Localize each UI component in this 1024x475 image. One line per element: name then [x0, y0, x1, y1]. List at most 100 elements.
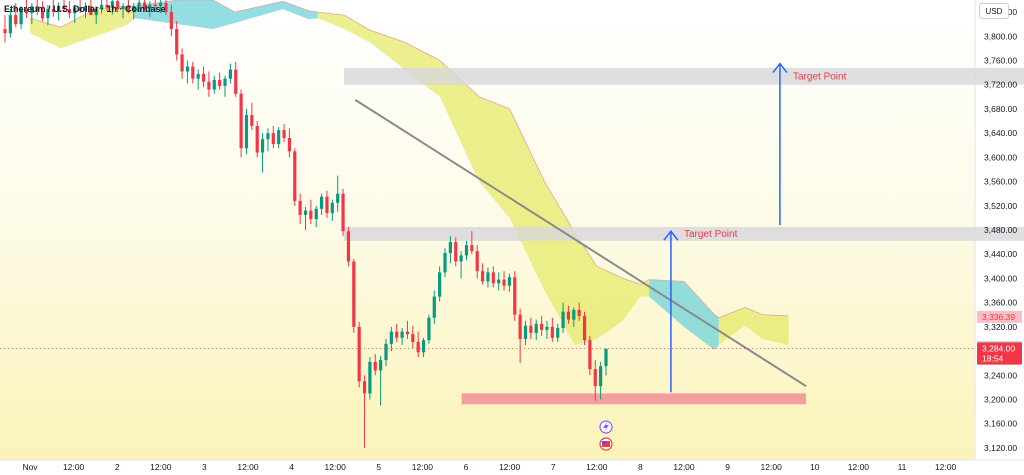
candle-body	[201, 73, 206, 82]
cloud-edge	[404, 42, 441, 61]
currency-button[interactable]: USD	[979, 3, 1009, 19]
candle-body	[534, 323, 538, 333]
candle-body	[497, 279, 501, 284]
cloud-edge	[134, 0, 179, 7]
descending-trendline	[354, 99, 807, 388]
candle-body	[121, 6, 125, 10]
candle-body	[523, 325, 528, 339]
price-tick-label: 3,760.00	[984, 56, 1017, 66]
candle-body	[94, 9, 98, 16]
candle-body	[475, 251, 479, 272]
candle-body	[24, 9, 29, 14]
cloud-segment	[684, 281, 715, 350]
candle-body	[325, 196, 329, 214]
price-label-badge	[977, 310, 1022, 323]
candle-body	[459, 255, 463, 262]
candle-body	[427, 317, 431, 341]
time-tick-label: 10	[810, 462, 820, 472]
cloud-edge	[640, 279, 650, 285]
price-label-value: 3,336.39	[982, 312, 1015, 322]
candle-body	[14, 15, 18, 25]
candle-body	[83, 6, 88, 11]
price-tick-label: 3,320.00	[984, 322, 1017, 332]
candle-body	[239, 93, 243, 149]
price-tick-label: 3,480.00	[984, 225, 1017, 235]
resistance-zone-lower	[343, 226, 1024, 241]
price-tick-label: 3,600.00	[984, 152, 1017, 162]
candle-body	[464, 245, 469, 256]
candle-body	[185, 66, 190, 72]
cloud-edge	[622, 278, 641, 285]
candle-body	[8, 15, 12, 34]
candle-body	[234, 69, 238, 94]
candle-body	[137, 2, 141, 7]
cloud-segment	[714, 314, 719, 350]
cloud-segment	[762, 314, 789, 345]
cloud-edge	[308, 10, 318, 13]
event-icons[interactable]	[599, 420, 613, 451]
cloud-edge	[596, 265, 624, 279]
candle-body	[196, 73, 200, 79]
target-arrow-head	[663, 229, 679, 241]
candle-body	[132, 6, 136, 11]
flag-canton-icon	[602, 441, 606, 444]
cloud-segment	[370, 30, 405, 70]
candle-body	[352, 261, 356, 327]
candle-body	[540, 323, 544, 330]
candle-body	[110, 1, 114, 8]
candle-body	[513, 277, 517, 315]
cloud-segment	[575, 233, 597, 345]
candle-body	[309, 210, 313, 220]
cloud-segment	[479, 96, 510, 218]
candle-body	[126, 6, 131, 11]
time-tick-label: 12:00	[499, 462, 521, 472]
time-tick-label: 12:00	[412, 462, 434, 472]
time-tick-label: 12:00	[237, 462, 259, 472]
candle-body	[159, 3, 163, 7]
price-tick-label: 3,120.00	[984, 443, 1017, 453]
arrows-layer	[663, 62, 788, 393]
candle-body	[405, 331, 410, 335]
candle-body	[303, 210, 308, 215]
candle-body	[556, 328, 560, 338]
candle-body	[180, 54, 184, 72]
price-tick-label: 3,520.00	[984, 201, 1017, 211]
candle-body	[35, 6, 39, 11]
price-tick-label: 3,440.00	[984, 249, 1017, 259]
candle-body	[582, 315, 587, 341]
time-axis-ticks: Nov 12:00 2 12:00 3 12:00 4 12:00 5 12:00 6 12:00 7 1…	[22, 462, 956, 472]
candle-body	[588, 340, 592, 370]
candle-body	[250, 115, 254, 126]
candle-body	[346, 231, 351, 262]
candle-body	[277, 130, 281, 145]
price-tick-label: 3,400.00	[984, 273, 1017, 283]
candle-body	[454, 242, 458, 262]
cloud-edge	[649, 279, 685, 282]
candle-body	[207, 81, 211, 90]
cloud-segment	[640, 279, 650, 297]
candle-body	[40, 10, 45, 19]
candles-layer	[3, 0, 608, 448]
time-tick-label: 12:00	[848, 462, 870, 472]
time-tick-label: 9	[725, 462, 730, 472]
time-tick-label: 12:00	[586, 462, 608, 472]
trendline-layer	[354, 99, 807, 388]
price-label-badge	[977, 342, 1022, 365]
candle-body	[99, 4, 104, 10]
cloud-segment	[213, 0, 235, 30]
price-label-countdown: 18:54	[982, 354, 1004, 364]
time-tick-label: 11	[898, 462, 907, 472]
time-tick-label: 12:00	[150, 462, 172, 472]
candle-body	[73, 7, 77, 14]
cloud-segment	[282, 1, 310, 20]
candle-body	[432, 296, 436, 318]
price-label-value: 3,284.00	[982, 344, 1015, 354]
cloud-edge	[744, 307, 763, 316]
candle-body	[400, 331, 404, 338]
ichimoku-cloud	[29, 0, 789, 350]
candle-body	[223, 78, 227, 86]
cloud-segment	[745, 307, 763, 339]
candle-body	[491, 272, 495, 284]
